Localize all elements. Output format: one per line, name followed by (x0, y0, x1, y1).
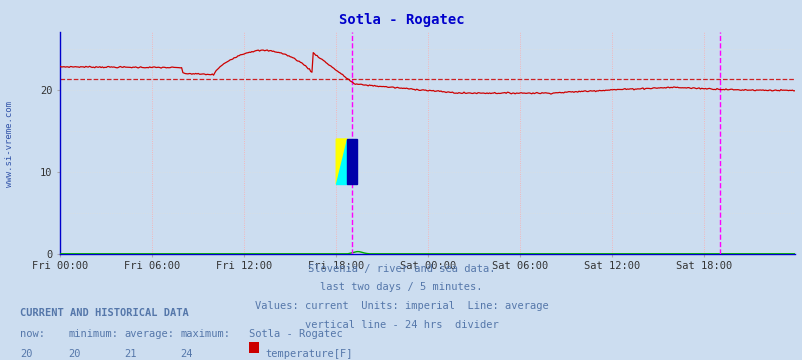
Text: minimum:: minimum: (68, 329, 118, 339)
Text: now:: now: (20, 329, 45, 339)
Text: 20: 20 (20, 349, 33, 359)
Text: www.si-vreme.com: www.si-vreme.com (5, 101, 14, 187)
Text: temperature[F]: temperature[F] (265, 349, 353, 359)
Text: CURRENT AND HISTORICAL DATA: CURRENT AND HISTORICAL DATA (20, 308, 188, 318)
Text: Sotla - Rogatec: Sotla - Rogatec (338, 13, 464, 27)
Text: Values: current  Units: imperial  Line: average: Values: current Units: imperial Line: av… (254, 301, 548, 311)
Text: average:: average: (124, 329, 174, 339)
Text: maximum:: maximum: (180, 329, 230, 339)
Text: 21: 21 (124, 349, 137, 359)
Text: last two days / 5 minutes.: last two days / 5 minutes. (320, 282, 482, 292)
Polygon shape (336, 139, 347, 184)
Text: Slovenia / river and sea data.: Slovenia / river and sea data. (307, 264, 495, 274)
Polygon shape (347, 139, 356, 184)
Text: Sotla - Rogatec: Sotla - Rogatec (249, 329, 342, 339)
Text: 20: 20 (68, 349, 81, 359)
Text: 24: 24 (180, 349, 193, 359)
Text: vertical line - 24 hrs  divider: vertical line - 24 hrs divider (304, 320, 498, 330)
Polygon shape (336, 139, 347, 184)
